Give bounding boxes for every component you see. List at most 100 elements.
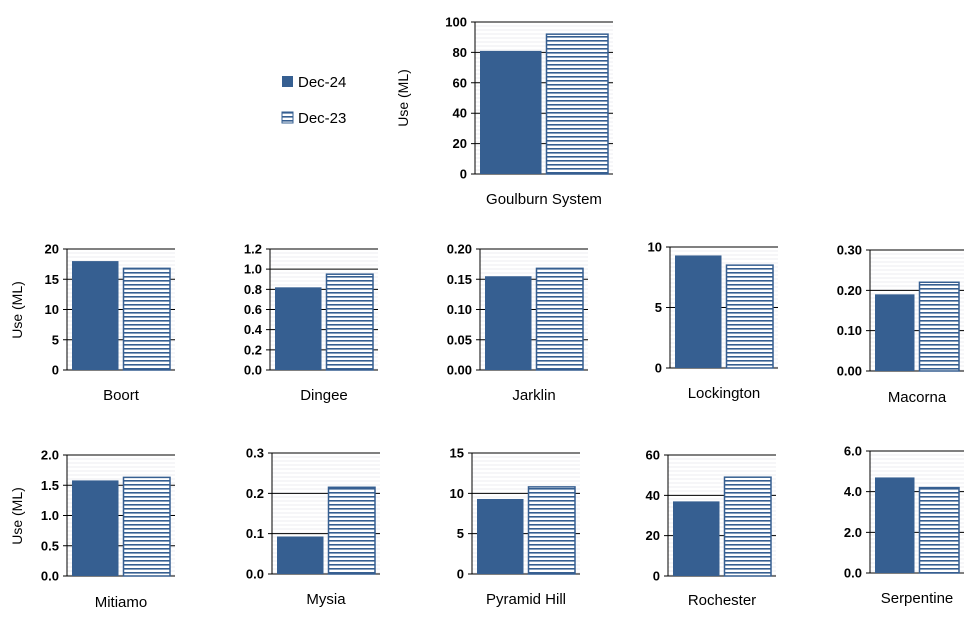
bar-mysia-dec-24 <box>277 536 324 574</box>
y-tick-label: 60 <box>646 448 660 463</box>
y-tick-label: 80 <box>453 45 467 60</box>
y-tick-label: 0.30 <box>837 243 862 258</box>
bar-rochester-dec-24 <box>673 501 720 576</box>
y-tick-label: 0.6 <box>244 302 262 317</box>
chart-mysia: 0.0 0.1 0.2 0.3 Mysia <box>246 446 380 608</box>
y-tick-label: 15 <box>450 446 464 461</box>
y-tick-label: 4.0 <box>844 484 862 499</box>
bar-rochester-dec-23 <box>723 476 772 577</box>
chart-serpentine: 0.0 2.0 4.0 6.0 Serpentine <box>844 444 964 607</box>
y-axis-title: Use (ML) <box>9 281 25 339</box>
bar-lockington-dec-23 <box>725 264 774 369</box>
y-tick-label: 0.20 <box>837 283 862 298</box>
category-label-jarklin: Jarklin <box>512 387 555 404</box>
y-tick-label: 0.8 <box>244 282 262 297</box>
bar-macorna-dec-23 <box>918 281 960 372</box>
chart-boort: 0 5 10 15 20 Boort Use (ML) <box>9 242 175 404</box>
y-tick-label: 0 <box>460 167 467 182</box>
y-tick-label: 0 <box>457 567 464 582</box>
y-tick-label: 2.0 <box>844 525 862 540</box>
chart-lockington: 0 5 10 Lockington <box>648 240 778 402</box>
legend-swatch-dec-24 <box>282 76 293 87</box>
bar-lockington-dec-24 <box>675 255 722 368</box>
bar-pyramid-hill-dec-24 <box>477 498 524 574</box>
bar-boort-dec-24 <box>72 261 119 370</box>
category-label-dingee: Dingee <box>300 387 348 404</box>
chart-pyramid-hill: 0 5 10 15 Pyramid Hill <box>450 446 580 608</box>
y-tick-label: 0.0 <box>844 566 862 581</box>
y-tick-label: 1.5 <box>41 478 59 493</box>
y-tick-label: 20 <box>453 136 467 151</box>
category-label-lockington: Lockington <box>688 385 761 402</box>
chart-rochester: 0 20 40 60 Rochester <box>646 448 776 609</box>
bar-jarklin-dec-23 <box>535 267 584 371</box>
y-axis-title: Use (ML) <box>395 69 411 127</box>
bar-macorna-dec-24 <box>875 294 915 371</box>
y-tick-label: 0 <box>653 569 660 584</box>
y-tick-label: 0.4 <box>244 322 263 337</box>
chart-macorna: 0.00 0.10 0.20 0.30 Macorna <box>837 243 964 406</box>
chart-dingee: 0.0 0.2 0.4 0.6 0.8 1.0 1.2 Dingee <box>244 242 378 404</box>
bar-serpentine-dec-24 <box>875 477 915 573</box>
category-label-mitiamo: Mitiamo <box>95 594 148 611</box>
legend-label-dec-24: Dec-24 <box>298 74 346 91</box>
bar-boort-dec-23 <box>122 267 171 371</box>
y-tick-label: 0.00 <box>447 363 472 378</box>
y-tick-label: 0.0 <box>244 363 262 378</box>
y-tick-label: 0.5 <box>41 538 59 553</box>
bar-mitiamo-dec-24 <box>72 480 119 576</box>
y-tick-label: 60 <box>453 75 467 90</box>
y-tick-label: 1.0 <box>41 508 59 523</box>
chart-mitiamo: 0.0 0.5 1.0 1.5 2.0 Mitiamo Use (ML) <box>9 448 175 611</box>
y-tick-label: 1.2 <box>244 242 262 257</box>
bar-dingee-dec-24 <box>275 287 322 370</box>
category-label-pyramid-hill: Pyramid Hill <box>486 591 566 608</box>
y-tick-label: 20 <box>45 242 59 257</box>
y-tick-label: 0.05 <box>447 332 472 347</box>
y-tick-label: 10 <box>450 486 464 501</box>
legend-swatch-dec-23 <box>281 111 294 124</box>
bar-goulburn-system-dec-23 <box>545 33 609 175</box>
y-tick-label: 40 <box>453 106 467 121</box>
y-tick-label: 10 <box>45 302 59 317</box>
y-tick-label: 10 <box>648 240 662 255</box>
category-label-rochester: Rochester <box>688 592 756 609</box>
bar-mitiamo-dec-23 <box>122 476 171 577</box>
y-tick-label: 100 <box>445 15 467 30</box>
y-tick-label: 2.0 <box>41 448 59 463</box>
category-label-serpentine: Serpentine <box>881 590 954 607</box>
y-tick-label: 0.3 <box>246 446 264 461</box>
y-tick-label: 5 <box>52 332 59 347</box>
y-tick-label: 0.2 <box>246 486 264 501</box>
y-tick-label: 6.0 <box>844 444 862 459</box>
y-tick-label: 5 <box>655 300 662 315</box>
category-label-mysia: Mysia <box>306 591 346 608</box>
bar-goulburn-system-dec-24 <box>480 50 542 174</box>
y-tick-label: 40 <box>646 488 660 503</box>
y-tick-label: 0.15 <box>447 272 472 287</box>
y-tick-label: 5 <box>457 526 464 541</box>
category-label-goulburn-system: Goulburn System <box>486 191 602 208</box>
y-tick-label: 0.1 <box>246 526 264 541</box>
y-tick-label: 1.0 <box>244 262 262 277</box>
legend-label-dec-23: Dec-23 <box>298 110 346 127</box>
y-tick-label: 0 <box>52 363 59 378</box>
y-tick-label: 0.10 <box>447 302 472 317</box>
bar-mysia-dec-23 <box>327 486 376 575</box>
category-label-macorna: Macorna <box>888 389 947 406</box>
bar-serpentine-dec-23 <box>918 486 960 574</box>
bar-pyramid-hill-dec-23 <box>527 486 576 575</box>
y-tick-label: 0.0 <box>246 567 264 582</box>
y-tick-label: 15 <box>45 272 59 287</box>
y-tick-label: 0.00 <box>837 364 862 379</box>
y-tick-label: 0.0 <box>41 569 59 584</box>
legend: Dec-24 Dec-23 <box>281 74 346 127</box>
chart-jarklin: 0.00 0.05 0.10 0.15 0.20 Jarklin <box>447 242 588 404</box>
category-label-boort: Boort <box>103 387 140 404</box>
y-tick-label: 0 <box>655 361 662 376</box>
y-tick-label: 0.20 <box>447 242 472 257</box>
y-tick-label: 0.10 <box>837 323 862 338</box>
bar-jarklin-dec-24 <box>485 276 532 370</box>
bar-dingee-dec-23 <box>325 273 374 371</box>
